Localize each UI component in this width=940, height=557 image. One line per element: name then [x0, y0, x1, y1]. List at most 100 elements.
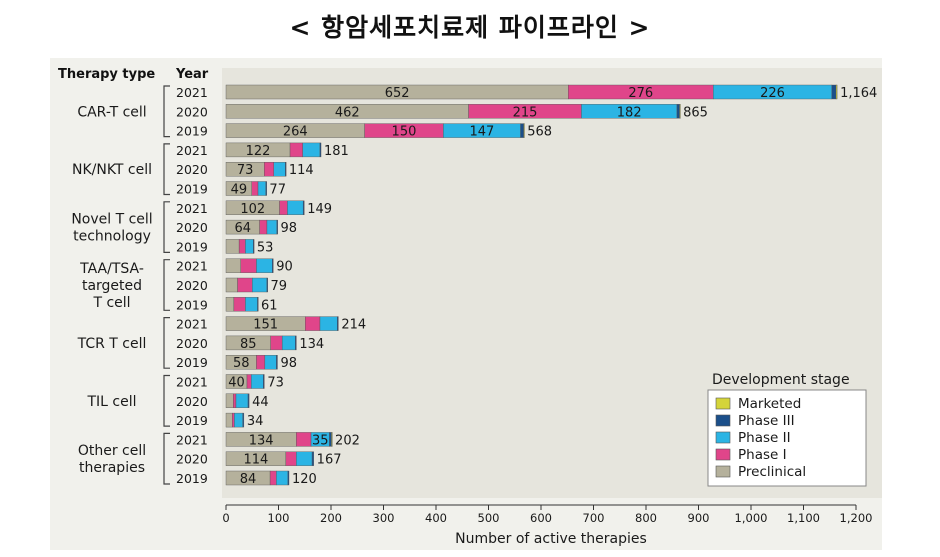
x-tick-label: 1,100	[787, 511, 820, 525]
legend-entry: Phase II	[738, 430, 791, 446]
segment-label: 40	[228, 376, 245, 391]
year-label: 2021	[176, 375, 208, 390]
bar-segment-phase-i	[251, 181, 259, 196]
total-label: 181	[324, 144, 349, 159]
year-label: 2019	[176, 239, 208, 254]
bar-segment-phase-iii	[302, 200, 305, 216]
segment-label: 114	[244, 453, 269, 468]
legend-swatch	[715, 397, 731, 410]
bar-segment-marketed	[523, 123, 525, 138]
bar-segment-preclinical	[225, 297, 235, 312]
bar-segment-phase-ii	[273, 161, 286, 177]
segment-label: 102	[240, 202, 265, 217]
group-bracket	[163, 317, 170, 369]
segment-label: 73	[237, 163, 254, 178]
segment-label: 264	[283, 125, 308, 140]
segment-label: 276	[628, 86, 653, 101]
bar-segment-phase-i	[233, 393, 237, 408]
year-label: 2019	[176, 182, 208, 197]
bar-segment-preclinical	[225, 277, 238, 293]
legend-entry: Marketed	[738, 396, 801, 412]
bar-segment-phase-iii	[831, 84, 837, 100]
group-bracket	[163, 259, 170, 311]
bar-segment-phase-iii	[287, 470, 290, 486]
bar-segment-phase-ii	[234, 412, 243, 428]
year-label: 2019	[176, 471, 208, 486]
page-title: < 항암세포치료제 파이프라인 >	[289, 13, 651, 42]
bar-segment-phase-ii	[252, 277, 268, 293]
segment-label: 226	[760, 86, 785, 101]
bar-segment-phase-ii	[235, 393, 249, 408]
year-label: 2021	[176, 143, 208, 158]
bar-segment-phase-ii	[256, 258, 273, 273]
header-therapy-type: Therapy type	[58, 67, 155, 82]
total-label: 120	[292, 472, 317, 487]
group-label: CAR-T cell	[77, 104, 146, 120]
x-tick-label: 1,000	[735, 511, 768, 525]
bar-segment-phase-i	[232, 412, 235, 428]
x-tick-label: 0	[222, 511, 229, 525]
group-bracket	[163, 432, 170, 485]
total-label: 53	[257, 240, 274, 255]
year-label: 2020	[176, 394, 208, 409]
year-label: 2021	[176, 317, 208, 332]
legend-box	[707, 389, 867, 487]
bar-segment-phase-i	[305, 316, 321, 331]
x-tick-label: 700	[583, 511, 605, 525]
group-label: TCR T cell	[77, 336, 147, 352]
year-label: 2021	[176, 432, 208, 447]
total-label: 114	[289, 163, 314, 178]
group-label: TIL cell	[86, 394, 136, 410]
bar-segment-marketed	[835, 84, 838, 100]
year-label: 2019	[176, 413, 208, 428]
bar-segment-phase-iii	[247, 393, 250, 408]
year-label: 2020	[176, 452, 208, 467]
group-label: TAA/TSA-	[79, 261, 144, 277]
group-label: Novel T cell	[71, 212, 152, 228]
group-bracket	[163, 374, 170, 427]
segment-label: 49	[231, 183, 248, 198]
bar-segment-marketed	[679, 104, 681, 119]
x-tick-label: 1,200	[840, 511, 873, 525]
total-label: 73	[267, 376, 284, 391]
bar-segment-phase-i	[237, 277, 253, 293]
bar-segment-phase-i	[296, 432, 312, 447]
segment-label: 150	[392, 125, 417, 140]
year-label: 2021	[176, 201, 208, 216]
legend-entry: Phase I	[738, 447, 787, 463]
bar-segment-phase-iii	[295, 335, 297, 351]
bar-segment-phase-i	[259, 219, 268, 235]
bar-segment-phase-ii	[276, 470, 289, 486]
segment-label: 151	[253, 318, 278, 333]
header-year: Year	[175, 67, 209, 82]
total-label: 1,164	[840, 86, 877, 101]
legend-swatch	[715, 465, 731, 478]
bar-segment-phase-ii	[266, 219, 278, 235]
bar-segment-phase-iii	[276, 355, 278, 370]
bar-segment-phase-i	[285, 451, 297, 466]
year-label: 2020	[176, 162, 208, 177]
bar-segment-preclinical	[225, 239, 240, 254]
bar-segment-phase-iii	[319, 142, 322, 158]
segment-label: 147	[470, 125, 495, 140]
x-tick-label: 200	[320, 511, 342, 525]
segment-label: 58	[233, 356, 250, 371]
bar-segment-phase-i	[270, 335, 283, 351]
segment-label: 182	[617, 105, 642, 120]
total-label: 167	[317, 453, 342, 468]
bar-segment-phase-i	[256, 355, 266, 370]
legend-entry: Phase III	[738, 413, 795, 429]
bar-segment-phase-iii	[520, 123, 524, 138]
bar-segment-phase-ii	[287, 200, 304, 216]
total-label: 214	[341, 318, 366, 333]
bar-segment-phase-iii	[263, 374, 265, 389]
segment-label: 652	[385, 86, 410, 101]
bar-segment-phase-iii	[676, 104, 680, 119]
bar-segment-phase-ii	[281, 335, 296, 351]
segment-label: 64	[235, 221, 252, 236]
year-label: 2019	[176, 124, 208, 139]
bar-segment-phase-iii	[311, 451, 314, 466]
bar-segment-phase-i	[289, 142, 303, 158]
bar-segment-phase-iii	[329, 432, 332, 447]
